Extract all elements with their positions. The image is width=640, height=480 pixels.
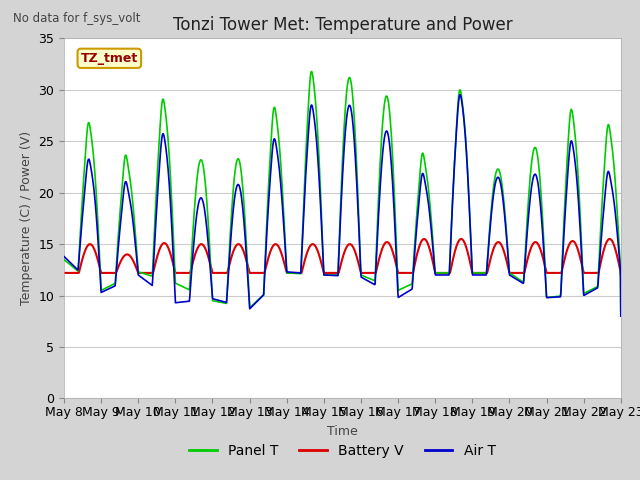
Panel T: [502, 221, 509, 227]
Battery V: [170, 265, 178, 271]
Air T: [60, 253, 68, 259]
Y-axis label: Temperature (C) / Power (V): Temperature (C) / Power (V): [20, 132, 33, 305]
Panel T: [308, 69, 316, 74]
Battery V: [617, 272, 625, 278]
Battery V: [605, 236, 613, 242]
Title: Tonzi Tower Met: Temperature and Power: Tonzi Tower Met: Temperature and Power: [173, 16, 512, 34]
Line: Air T: Air T: [64, 95, 621, 316]
Panel T: [170, 255, 178, 261]
Battery V: [551, 270, 559, 276]
Battery V: [184, 270, 191, 276]
Air T: [429, 243, 436, 249]
Air T: [502, 227, 509, 232]
Line: Battery V: Battery V: [64, 239, 621, 275]
Panel T: [551, 294, 559, 300]
Panel T: [429, 241, 437, 247]
Air T: [246, 305, 254, 311]
Battery V: [502, 254, 509, 260]
Panel T: [246, 304, 254, 310]
X-axis label: Time: Time: [327, 425, 358, 438]
Panel T: [60, 257, 68, 263]
Air T: [184, 299, 191, 304]
Panel T: [184, 286, 191, 292]
Text: No data for f_sys_volt: No data for f_sys_volt: [13, 12, 140, 25]
Legend: Panel T, Battery V, Air T: Panel T, Battery V, Air T: [184, 438, 501, 464]
Panel T: [617, 313, 625, 319]
Battery V: [246, 270, 254, 276]
Air T: [551, 294, 559, 300]
Air T: [170, 276, 178, 282]
Text: TZ_tmet: TZ_tmet: [81, 52, 138, 65]
Battery V: [429, 259, 436, 264]
Air T: [617, 313, 625, 319]
Battery V: [60, 270, 68, 276]
Air T: [456, 92, 464, 98]
Line: Panel T: Panel T: [64, 72, 621, 316]
